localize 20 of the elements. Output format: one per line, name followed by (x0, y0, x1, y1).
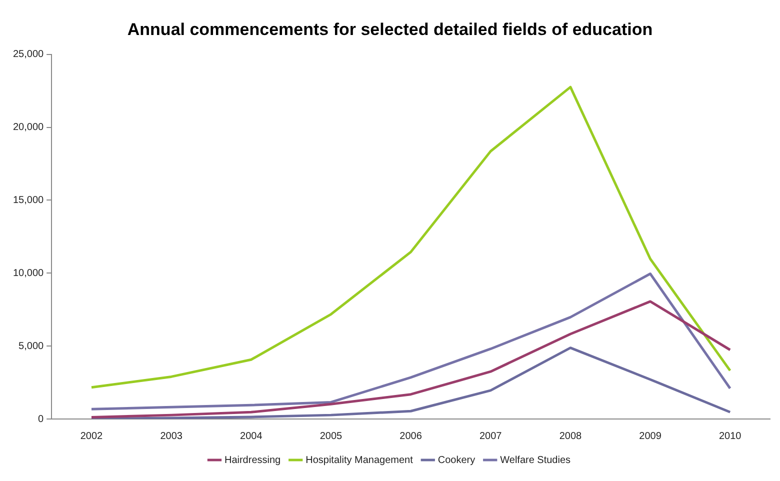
legend-label: Hospitality Management (306, 454, 414, 466)
x-tick-label: 2006 (400, 430, 422, 442)
x-tick-label: 2010 (718, 430, 742, 442)
x-tick-label: 2008 (559, 430, 582, 442)
y-tick-label: 25,000 (12, 49, 44, 60)
chart-title: Annual commencements for selected detailed fields of education (127, 20, 653, 39)
x-tick-label: 2009 (639, 430, 662, 442)
y-tick-label: 0 (38, 414, 44, 425)
y-tick-label: 5,000 (18, 340, 44, 352)
x-tick-label: 2003 (160, 430, 183, 442)
legend-label: Cookery (438, 454, 476, 466)
legend-label: Hairdressing (224, 454, 281, 466)
x-tick-label: 2004 (240, 430, 263, 442)
y-tick-label: 20,000 (12, 122, 44, 134)
x-tick-label: 2007 (479, 430, 502, 442)
x-tick-label: 2002 (80, 430, 104, 442)
y-tick-label: 10,000 (12, 268, 44, 279)
y-tick-label: 15,000 (12, 194, 44, 206)
legend-label: Welfare Studies (500, 454, 571, 466)
x-tick-label: 2005 (320, 430, 343, 442)
